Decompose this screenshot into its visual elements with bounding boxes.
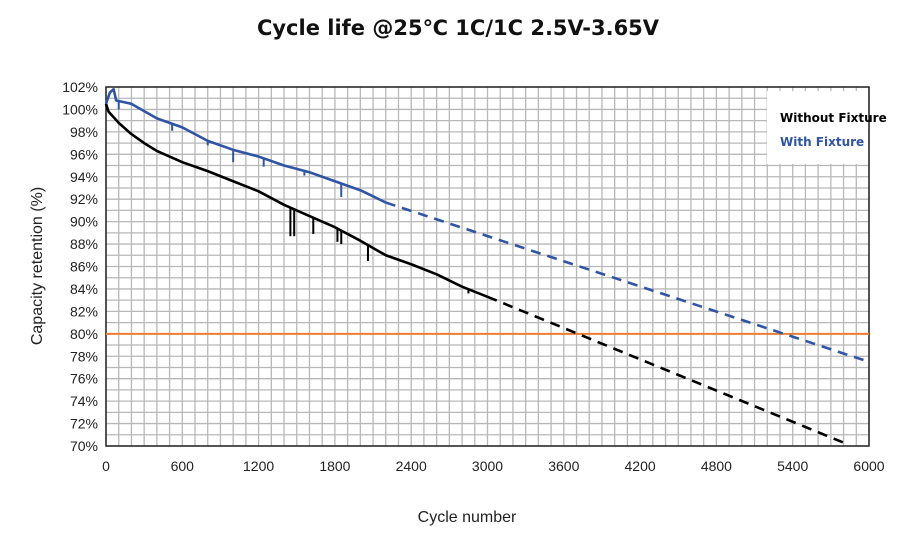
x-tick-label: 1800	[319, 458, 350, 474]
y-tick-label: 94%	[70, 169, 98, 185]
x-tick-label: 3000	[472, 458, 503, 474]
x-tick-label: 4800	[701, 458, 732, 474]
plot-frame	[105, 86, 870, 447]
series-line-without-fixture	[104, 103, 488, 298]
y-tick-label: 72%	[70, 416, 98, 432]
y-tick-label: 98%	[70, 124, 98, 140]
y-tick-label: 100%	[62, 101, 98, 117]
x-tick-label: 4200	[625, 458, 656, 474]
legend-entry: With Fixture	[780, 135, 864, 149]
chart-title: Cycle life @25℃ 1C/1C 2.5V-3.65V	[256, 16, 660, 40]
y-tick-label: 70%	[70, 438, 98, 454]
y-tick-label: 82%	[70, 303, 98, 319]
y-tick-label: 84%	[70, 281, 98, 297]
x-axis-label: Cycle number	[418, 509, 517, 526]
y-tick-label: 80%	[70, 326, 98, 342]
y-tick-label: 74%	[70, 393, 98, 409]
y-tick-label: 92%	[70, 191, 98, 207]
y-tick-label: 90%	[70, 214, 98, 230]
legend-entry: Without Fixture	[780, 111, 887, 125]
x-tick-label: 3600	[548, 458, 579, 474]
x-tick-label: 1200	[243, 458, 274, 474]
y-tick-label: 78%	[70, 348, 98, 364]
projection-line-without-fixture	[487, 295, 845, 444]
x-tick-label: 5400	[777, 458, 808, 474]
x-tick-label: 0	[102, 458, 110, 474]
legend-box	[767, 91, 868, 164]
y-tick-label: 102%	[62, 79, 98, 95]
y-axis-label: Capacity retention (%)	[29, 187, 46, 345]
x-tick-label: 600	[171, 458, 195, 474]
y-tick-label: 76%	[70, 371, 98, 387]
y-tick-label: 96%	[70, 146, 98, 162]
y-tick-label: 88%	[70, 236, 98, 252]
y-tick-label: 86%	[70, 259, 98, 275]
x-tick-label: 2400	[396, 458, 427, 474]
x-tick-label: 6000	[853, 458, 884, 474]
